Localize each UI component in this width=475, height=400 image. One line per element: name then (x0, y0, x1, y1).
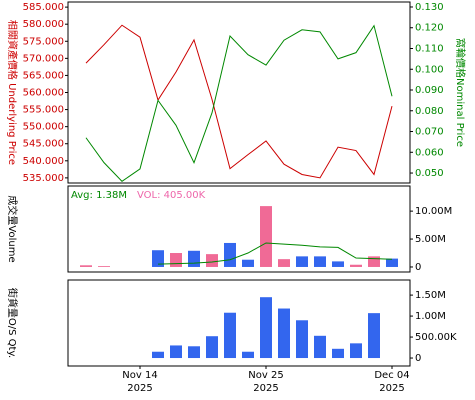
y-tick-label: 560.000 (23, 88, 64, 99)
y2-tick-label: 0.060 (415, 147, 444, 158)
y-tick-label: 585.000 (23, 2, 64, 13)
y-tick-label: 5.00M (415, 234, 446, 245)
bar (242, 351, 254, 359)
panel-frame (67, 1, 411, 184)
y-tick-label: 565.000 (23, 70, 64, 81)
bar (296, 256, 308, 267)
bar (98, 266, 110, 267)
y-tick-label: 540.000 (23, 156, 64, 167)
y-tick-label: 550.000 (23, 122, 64, 133)
bar (152, 250, 164, 267)
y-tick-label: 10.00M (415, 206, 452, 217)
bar (152, 351, 164, 359)
bar (278, 308, 290, 359)
y-tick-label: 580.000 (23, 19, 64, 30)
bar (260, 297, 272, 359)
y-tick-label: 575.000 (23, 36, 64, 47)
bar (386, 258, 398, 267)
bar (350, 343, 362, 359)
y-tick-label: 535.000 (23, 173, 64, 184)
bar (314, 256, 326, 267)
bar (314, 335, 326, 359)
bar (368, 313, 380, 359)
y2-tick-label: 0.100 (415, 64, 444, 75)
y-tick-label: 0 (415, 262, 421, 273)
y-tick-label: 555.000 (23, 105, 64, 116)
y2-tick-label: 0.120 (415, 23, 444, 34)
bar (170, 253, 182, 267)
panel-frame (67, 185, 411, 273)
bar (368, 256, 380, 267)
x-tick-label: Nov 25 2025 (248, 370, 284, 394)
y-tick-label: 500.00K (415, 332, 457, 343)
y2-axis-label: 窩輪價格Nominal Price (454, 38, 467, 147)
bar (206, 254, 218, 267)
y-axis-label: 成交量Volume (6, 195, 19, 262)
x-tick-label: Nov 14 2025 (122, 370, 158, 394)
bar (188, 250, 200, 267)
annotation: Avg: 1.38M (71, 190, 127, 201)
y-tick-label: 1.50M (415, 290, 446, 301)
bar (350, 264, 362, 267)
line-series (85, 24, 393, 179)
bar (332, 261, 344, 267)
bar (278, 259, 290, 267)
y2-tick-label: 0.050 (415, 168, 444, 179)
bar (242, 259, 254, 267)
bar (224, 312, 236, 359)
bar (332, 348, 344, 359)
bar (260, 206, 272, 267)
panel-frame (67, 279, 411, 367)
y-tick-label: 570.000 (23, 53, 64, 64)
average-line (157, 242, 393, 265)
y-axis-label: 相關資產價格 Underlying Price (6, 20, 19, 165)
y-tick-label: 0 (415, 353, 421, 364)
x-tick-label: Dec 04 2025 (374, 370, 410, 394)
y-tick-label: 545.000 (23, 139, 64, 150)
bar (224, 242, 236, 267)
y2-tick-label: 0.130 (415, 2, 444, 13)
bar (296, 320, 308, 359)
y-axis-label: 街貨量O/S Qty. (6, 288, 19, 358)
y-tick-label: 1.00M (415, 311, 446, 322)
y2-tick-label: 0.110 (415, 43, 444, 54)
y2-tick-label: 0.090 (415, 85, 444, 96)
bar (206, 336, 218, 359)
y2-tick-label: 0.070 (415, 127, 444, 138)
line-series (85, 24, 393, 182)
bar (188, 346, 200, 359)
bar (80, 265, 92, 267)
annotation: VOL: 405.00K (137, 190, 206, 201)
y2-tick-label: 0.080 (415, 106, 444, 117)
bar (170, 345, 182, 359)
